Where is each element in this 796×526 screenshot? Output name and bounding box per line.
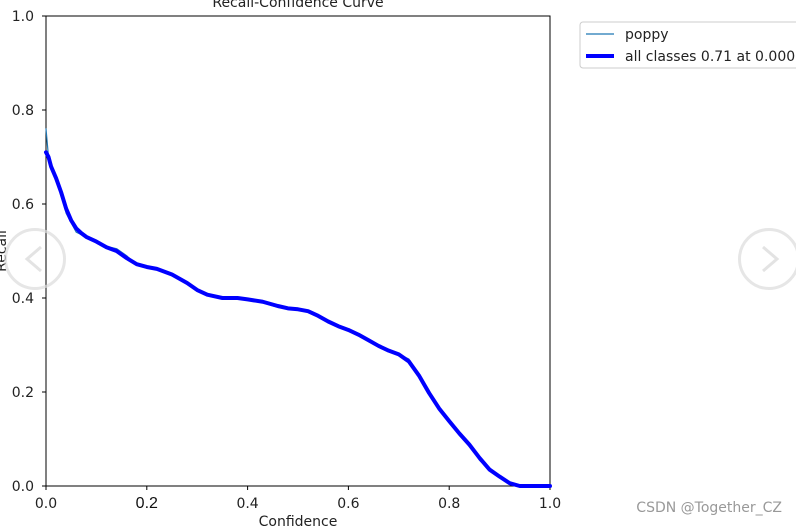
chevron-right-icon — [762, 245, 780, 273]
x-tick-label: 0.8 — [438, 496, 460, 512]
y-tick-label: 0.6 — [12, 197, 34, 213]
series-line-all-classes — [44, 150, 552, 488]
x-tick-label: 1.0 — [539, 496, 561, 512]
y-axis: 0.0 0.2 0.4 0.6 0.8 1.0 — [12, 9, 46, 495]
next-image-button[interactable] — [738, 228, 796, 290]
x-axis: 0.0 0.2 0.4 0.6 0.8 1.0 — [35, 486, 561, 512]
y-tick-label: 0.2 — [12, 385, 34, 401]
y-tick-label: 0.4 — [12, 291, 34, 307]
y-tick-label: 0.0 — [12, 479, 34, 495]
x-tick-label: 0.4 — [236, 496, 258, 512]
chevron-left-icon — [24, 245, 42, 273]
legend: poppy all classes 0.71 at 0.000 — [579, 21, 796, 69]
x-tick-label: 0.2 — [136, 495, 158, 512]
y-tick-label: 1.0 — [12, 9, 34, 25]
x-tick-label: 0.0 — [35, 496, 57, 512]
legend-label-all-classes: all classes 0.71 at 0.000 — [625, 49, 795, 65]
legend-label-poppy: poppy — [625, 27, 669, 43]
y-tick-label: 0.8 — [12, 103, 34, 119]
chart-title: Recall-Confidence Curve — [212, 0, 383, 11]
previous-image-button[interactable] — [4, 228, 66, 290]
series-layer — [44, 128, 552, 488]
x-axis-title: Confidence — [259, 514, 338, 526]
watermark: CSDN @Together_CZ — [636, 500, 782, 516]
legend-box — [579, 21, 796, 69]
x-tick-label: 0.6 — [337, 496, 359, 512]
plot-area — [45, 15, 551, 487]
